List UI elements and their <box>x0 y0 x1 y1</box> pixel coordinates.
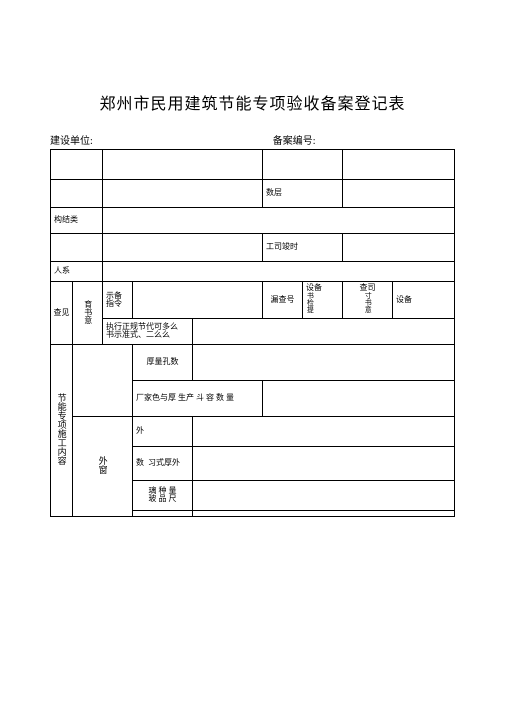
cell-lianxi: 人系 <box>51 262 103 282</box>
header-row: 建设单位: 备案编号: <box>50 132 455 147</box>
panel-3a: 查司寸书意 <box>343 282 393 319</box>
cell-bz: 执行正规节代可多么书示准式、二么么 <box>103 318 193 344</box>
cell-chang: 厂家色与厚 生产 斗 容 数 量 <box>133 380 263 416</box>
panel-2a: 漏查号 <box>263 282 303 319</box>
header-left: 建设单位: <box>50 132 273 147</box>
sub-label: 外窗 <box>73 416 133 516</box>
panel-1b: 育书意 <box>73 282 103 345</box>
panel-1c: 示备指令 <box>103 282 133 319</box>
cell-thick: 厚量孔数 <box>133 344 193 380</box>
cell-jiegou: 构结类 <box>51 208 103 234</box>
side-label: 节能专项施工内容 <box>51 344 73 516</box>
cell-glass: 璃 种 量玻 品 尺 <box>133 480 193 510</box>
cell-wai: 外 <box>133 416 193 446</box>
cell-han: 数 习式厚外 <box>133 446 193 480</box>
cell-cengshu: 数层 <box>263 180 343 208</box>
main-table: 数层 构结类 工司竣时 人系 查见 育书意 示备指令 漏查号 设备书检提 查司寸… <box>50 149 455 517</box>
panel-1a: 查见 <box>51 282 73 345</box>
page: 郑州市民用建筑节能专项验收备案登记表 建设单位: 备案编号: 数层 构结类 工司… <box>0 0 505 714</box>
panel-3c: 设备 <box>393 282 455 319</box>
cell-jungong: 工司竣时 <box>263 234 343 262</box>
doc-title: 郑州市民用建筑节能专项验收备案登记表 <box>50 90 455 114</box>
panel-2b: 设备书检提 <box>303 282 343 319</box>
header-right: 备案编号: <box>273 132 455 147</box>
